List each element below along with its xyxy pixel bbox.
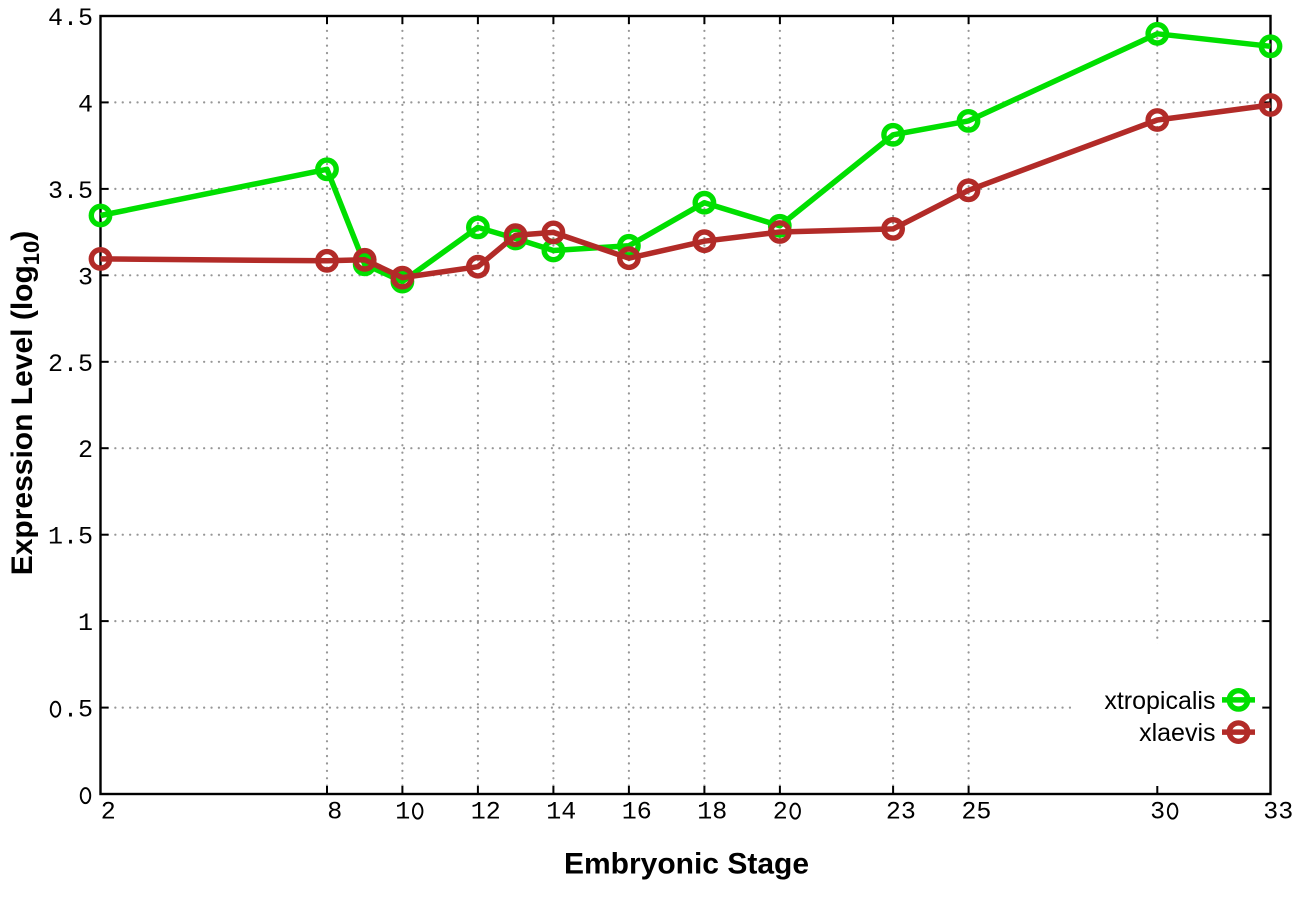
svg-text:2: 2 <box>886 798 901 827</box>
svg-text:4: 4 <box>78 90 93 119</box>
svg-text:5: 5 <box>78 523 93 552</box>
svg-text:.: . <box>63 4 78 33</box>
svg-text:3: 3 <box>1263 798 1278 827</box>
svg-text:1: 1 <box>48 523 63 552</box>
svg-text:3: 3 <box>1278 798 1293 827</box>
svg-text:1: 1 <box>697 798 712 827</box>
svg-text:xlaevis: xlaevis <box>1139 719 1215 747</box>
svg-text:2: 2 <box>48 350 63 379</box>
svg-text:1: 1 <box>546 798 561 827</box>
svg-text:4: 4 <box>48 4 63 33</box>
svg-text:.: . <box>63 696 78 725</box>
svg-text:5: 5 <box>78 696 93 725</box>
svg-text:Expression Level (log10): Expression Level (log10) <box>6 231 44 576</box>
svg-text:5: 5 <box>78 177 93 206</box>
svg-text:1: 1 <box>622 798 637 827</box>
svg-text:2: 2 <box>101 798 116 827</box>
svg-text:3: 3 <box>1150 798 1165 827</box>
svg-text:2: 2 <box>961 798 976 827</box>
svg-text:xtropicalis: xtropicalis <box>1104 687 1215 715</box>
svg-text:.: . <box>63 523 78 552</box>
svg-text:.: . <box>63 177 78 206</box>
svg-text:2: 2 <box>773 798 788 827</box>
svg-text:Embryonic Stage: Embryonic Stage <box>564 848 809 881</box>
svg-text:1: 1 <box>395 798 410 827</box>
svg-text:3: 3 <box>78 263 93 292</box>
svg-text:8: 8 <box>327 798 342 827</box>
svg-text:.: . <box>63 350 78 379</box>
svg-text:8: 8 <box>712 798 727 827</box>
svg-text:5: 5 <box>976 798 991 827</box>
svg-text:5: 5 <box>78 4 93 33</box>
svg-text:2: 2 <box>78 436 93 465</box>
svg-text:1: 1 <box>471 798 486 827</box>
svg-text:3: 3 <box>901 798 916 827</box>
svg-text:6: 6 <box>637 798 652 827</box>
svg-text:2: 2 <box>486 798 501 827</box>
svg-text:5: 5 <box>78 350 93 379</box>
svg-text:1: 1 <box>78 609 93 638</box>
svg-text:4: 4 <box>561 798 576 827</box>
svg-text:3: 3 <box>48 177 63 206</box>
